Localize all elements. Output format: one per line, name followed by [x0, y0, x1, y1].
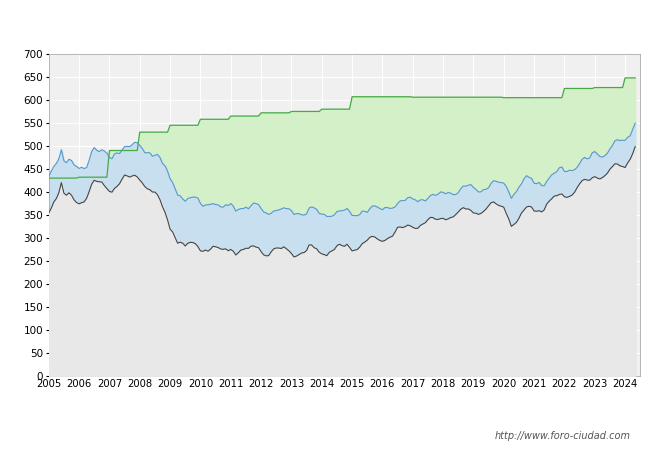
Text: http://www.foro-ciudad.com: http://www.foro-ciudad.com [495, 431, 630, 441]
Text: Vall-llobrega - Evolucion de la poblacion en edad de Trabajar Mayo de 2024: Vall-llobrega - Evolucion de la poblacio… [89, 17, 561, 30]
